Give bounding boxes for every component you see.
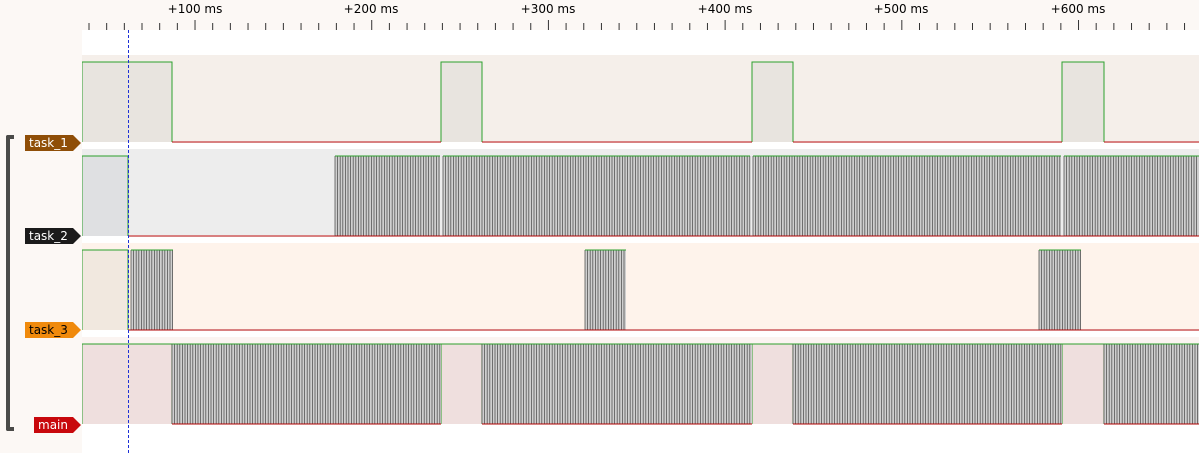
tick-label-300ms: +300 ms (520, 2, 576, 16)
main-high-span (1062, 344, 1104, 424)
main-high-span (752, 344, 793, 424)
task-3-row[interactable] (82, 243, 1199, 329)
trace-waveforms (82, 61, 1199, 425)
tick-label-500ms: +500 ms (873, 2, 929, 16)
time-ruler[interactable]: +100 ms +200 ms +300 ms +400 ms +500 ms … (0, 0, 1199, 30)
tick-label-400ms: +400 ms (697, 2, 753, 16)
task-1-high-edges (82, 61, 1105, 142)
channel-tag-task-2[interactable]: task_2 (25, 228, 81, 244)
task-1-high-span (1062, 62, 1104, 142)
task-2-high-span (82, 156, 128, 236)
tick-label-200ms: +200 ms (343, 2, 399, 16)
channel-group-bracket[interactable] (6, 135, 14, 431)
task-2-a-burst-pulses (334, 156, 440, 236)
task-3-high-span (82, 250, 128, 330)
channel-tag-task-1[interactable]: task_1 (25, 135, 81, 151)
channel-tag-task-3[interactable]: task_3 (25, 322, 81, 338)
main-a-burst-fill (172, 344, 441, 424)
task-1-high-span (441, 62, 482, 142)
main-high-span (82, 344, 172, 424)
main-a-burst-pulses (171, 344, 441, 424)
ruler-ticks (88, 20, 1186, 30)
task-2-c-burst-pulses (752, 156, 1061, 236)
task-3-c-burst-pulses (1038, 250, 1081, 330)
task-1-high-span (752, 62, 793, 142)
main-high-span (441, 344, 482, 424)
trace-plot-area[interactable] (82, 30, 1199, 453)
task-3-a-burst-pulses (130, 250, 173, 330)
time-cursor[interactable] (128, 30, 129, 453)
main-c-burst-pulses (792, 344, 1062, 424)
main-c-burst-fill (793, 344, 1062, 424)
task-2-d-burst-pulses (1063, 156, 1197, 236)
main-high-edges (82, 343, 1105, 424)
tick-label-100ms: +100 ms (167, 2, 223, 16)
task-2-a-burst-fill (335, 156, 440, 236)
tick-label-600ms: +600 ms (1050, 2, 1106, 16)
main-b-burst-pulses (481, 344, 751, 424)
main-d-burst-pulses (1103, 344, 1198, 424)
task-3-b-burst-pulses (584, 250, 625, 330)
task-2-b-burst-pulses (442, 156, 751, 236)
task-1-row[interactable] (82, 55, 1199, 141)
task-2-c-burst-fill (753, 156, 1061, 236)
task-1-high-span (82, 62, 172, 142)
channel-tag-main[interactable]: main (34, 417, 81, 433)
